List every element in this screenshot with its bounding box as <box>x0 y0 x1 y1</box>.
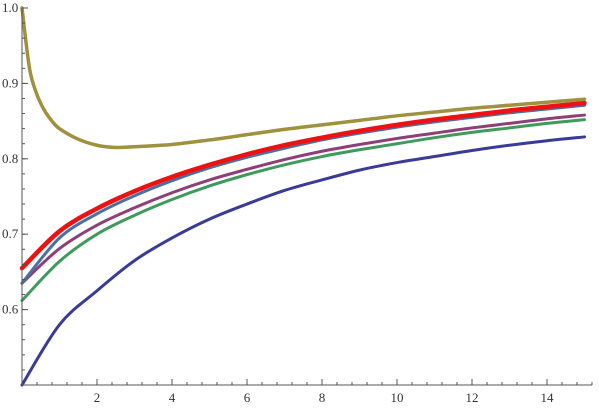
x-tick-label: 6 <box>244 390 251 405</box>
series-line-1 <box>20 135 586 387</box>
axes-layer <box>21 8 592 386</box>
x-tick-label: 4 <box>169 390 176 405</box>
y-tick-label: 0.8 <box>2 151 18 166</box>
series-line-3 <box>20 113 586 285</box>
series-line-6 <box>20 6 587 150</box>
series-line-2 <box>20 118 586 303</box>
series-line-4 <box>20 103 586 285</box>
y-tick-label: 0.9 <box>2 75 18 90</box>
x-tick-label: 12 <box>466 390 479 405</box>
series-line-5 <box>19 100 587 271</box>
ticks-layer: 2 4 6 8 10 12 14 0.6 0.7 0.8 0.9 1.0 <box>2 0 593 405</box>
series-layer <box>19 6 587 387</box>
y-tick-label: 1.0 <box>2 0 18 15</box>
y-tick-label: 0.7 <box>2 226 19 241</box>
y-tick-label: 0.6 <box>2 302 19 317</box>
x-tick-label: 10 <box>391 390 404 405</box>
x-tick-label: 8 <box>319 390 326 405</box>
x-tick-label: 14 <box>541 390 555 405</box>
x-tick-label: 2 <box>94 390 101 405</box>
